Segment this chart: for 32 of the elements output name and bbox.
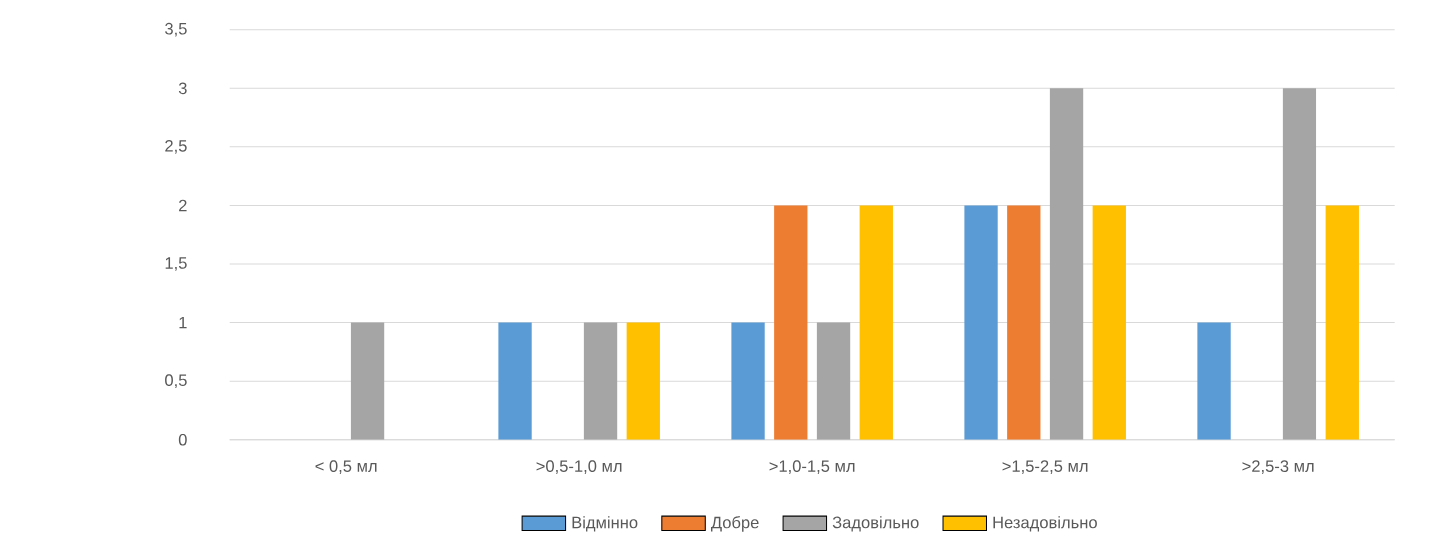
bar bbox=[731, 322, 765, 440]
y-tick-label: 3,5 bbox=[165, 22, 187, 37]
x-tick-label: >0,5-1,0 мл bbox=[536, 460, 622, 474]
bar bbox=[583, 322, 618, 440]
bar bbox=[1092, 205, 1126, 440]
bar bbox=[626, 322, 660, 440]
bar bbox=[774, 205, 808, 440]
bar bbox=[964, 205, 998, 440]
bar bbox=[859, 205, 893, 440]
bar bbox=[1325, 205, 1359, 440]
y-tick-label: 1,5 bbox=[165, 257, 187, 271]
x-tick-label: >2,5-3 мл bbox=[1242, 460, 1314, 474]
legend-label: Незадовільно bbox=[993, 516, 1097, 532]
bar bbox=[816, 322, 851, 440]
bar bbox=[1007, 205, 1041, 440]
x-tick-label: >1,5-2,5 мл bbox=[1002, 460, 1088, 474]
bar bbox=[1282, 88, 1317, 440]
x-tick-label: < 0,5 мл bbox=[315, 460, 377, 474]
y-tick-label: 2 bbox=[179, 199, 187, 212]
legend-label: Задовільно bbox=[832, 516, 919, 532]
y-tick-label: 0,5 bbox=[165, 374, 187, 388]
bar bbox=[350, 322, 385, 440]
y-tick-label: 3 bbox=[178, 82, 187, 95]
y-tick-label: 2,5 bbox=[165, 139, 187, 154]
bar bbox=[1197, 322, 1231, 440]
bar bbox=[498, 322, 532, 440]
y-tick-label: 0 bbox=[178, 433, 187, 446]
y-tick-label: 1 bbox=[179, 316, 187, 329]
bar bbox=[1049, 88, 1084, 440]
x-tick-label: >1,0-1,5 мл bbox=[769, 460, 855, 474]
legend-label: Відмінно bbox=[572, 516, 638, 532]
legend-label: Добре bbox=[711, 516, 759, 532]
